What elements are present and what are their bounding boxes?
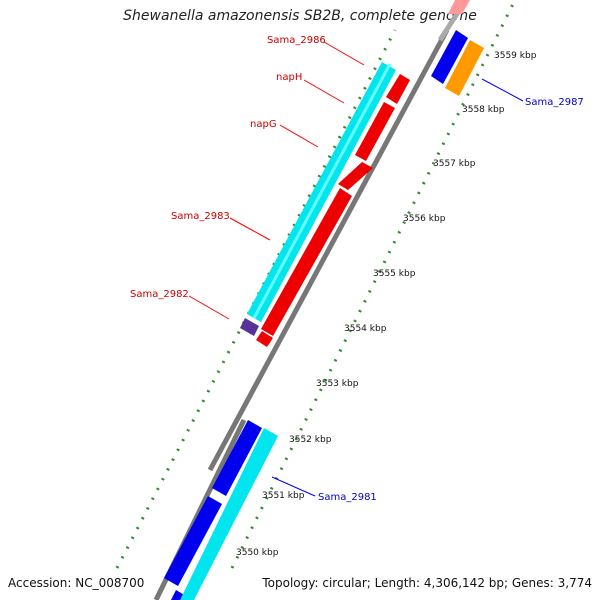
tick-label: 3557 kbp (433, 159, 476, 169)
gene-lower-blue-1 (212, 420, 262, 496)
gene-sama2987-blue (431, 30, 468, 84)
top-stub-gene (448, 0, 470, 14)
gene-label-text[interactable]: napH (276, 72, 302, 83)
gene-label-text[interactable]: Sama_2981 (318, 492, 377, 503)
tick-label: 3556 kbp (403, 214, 446, 224)
gene-label-text[interactable]: Sama_2986 (267, 35, 326, 46)
gene-napH (386, 74, 410, 104)
tick-label: 3559 kbp (494, 51, 537, 61)
gene-label-sama2982[interactable]: Sama_2982 (130, 289, 230, 320)
gene-napG (355, 102, 395, 161)
tick-labels: 3559 kbp 3558 kbp 3557 kbp 3556 kbp 3555… (236, 51, 537, 558)
gene-label-sama2986[interactable]: Sama_2986 (267, 35, 365, 66)
tick-label: 3554 kbp (344, 324, 387, 334)
cyan-highlight (252, 63, 392, 319)
outer-dotted-track (115, 29, 397, 569)
backbone-upper (207, 28, 450, 472)
tick-label: 3558 kbp (462, 105, 505, 115)
inner-dotted-track (230, 0, 517, 569)
gene-lower-cyan (180, 428, 278, 600)
gene-lower-blue-2 (164, 496, 222, 586)
gene-label-text[interactable]: napG (250, 119, 277, 130)
tick-label: 3552 kbp (289, 435, 332, 445)
gene-label-sama2981[interactable]: Sama_2981 (271, 476, 377, 503)
tick-label: 3551 kbp (262, 491, 305, 501)
genome-title: Shewanella amazonensis SB2B, complete ge… (123, 8, 477, 24)
tick-label: 3555 kbp (373, 269, 416, 279)
gene-label-sama2983[interactable]: Sama_2983 (171, 211, 271, 241)
tick-label: 3553 kbp (316, 379, 359, 389)
gene-label-napH[interactable]: napH (276, 72, 345, 104)
gene-sama2987-orange (445, 40, 484, 96)
gene-red-long (261, 188, 352, 336)
gene-label-text[interactable]: Sama_2987 (525, 97, 584, 108)
gene-red-small (256, 331, 273, 347)
gene-label-text[interactable]: Sama_2983 (171, 211, 230, 222)
genome-summary-text: Topology: circular; Length: 4,306,142 bp… (262, 576, 592, 590)
gene-label-napG[interactable]: napG (250, 119, 319, 148)
accession-text: Accession: NC_008700 (8, 576, 145, 590)
gene-label-sama2987[interactable]: Sama_2987 (481, 78, 584, 108)
tick-label: 3550 kbp (236, 548, 279, 558)
gene-sama2983-red (338, 162, 373, 190)
gene-sama2982 (240, 318, 259, 336)
gene-label-text[interactable]: Sama_2982 (130, 289, 189, 300)
